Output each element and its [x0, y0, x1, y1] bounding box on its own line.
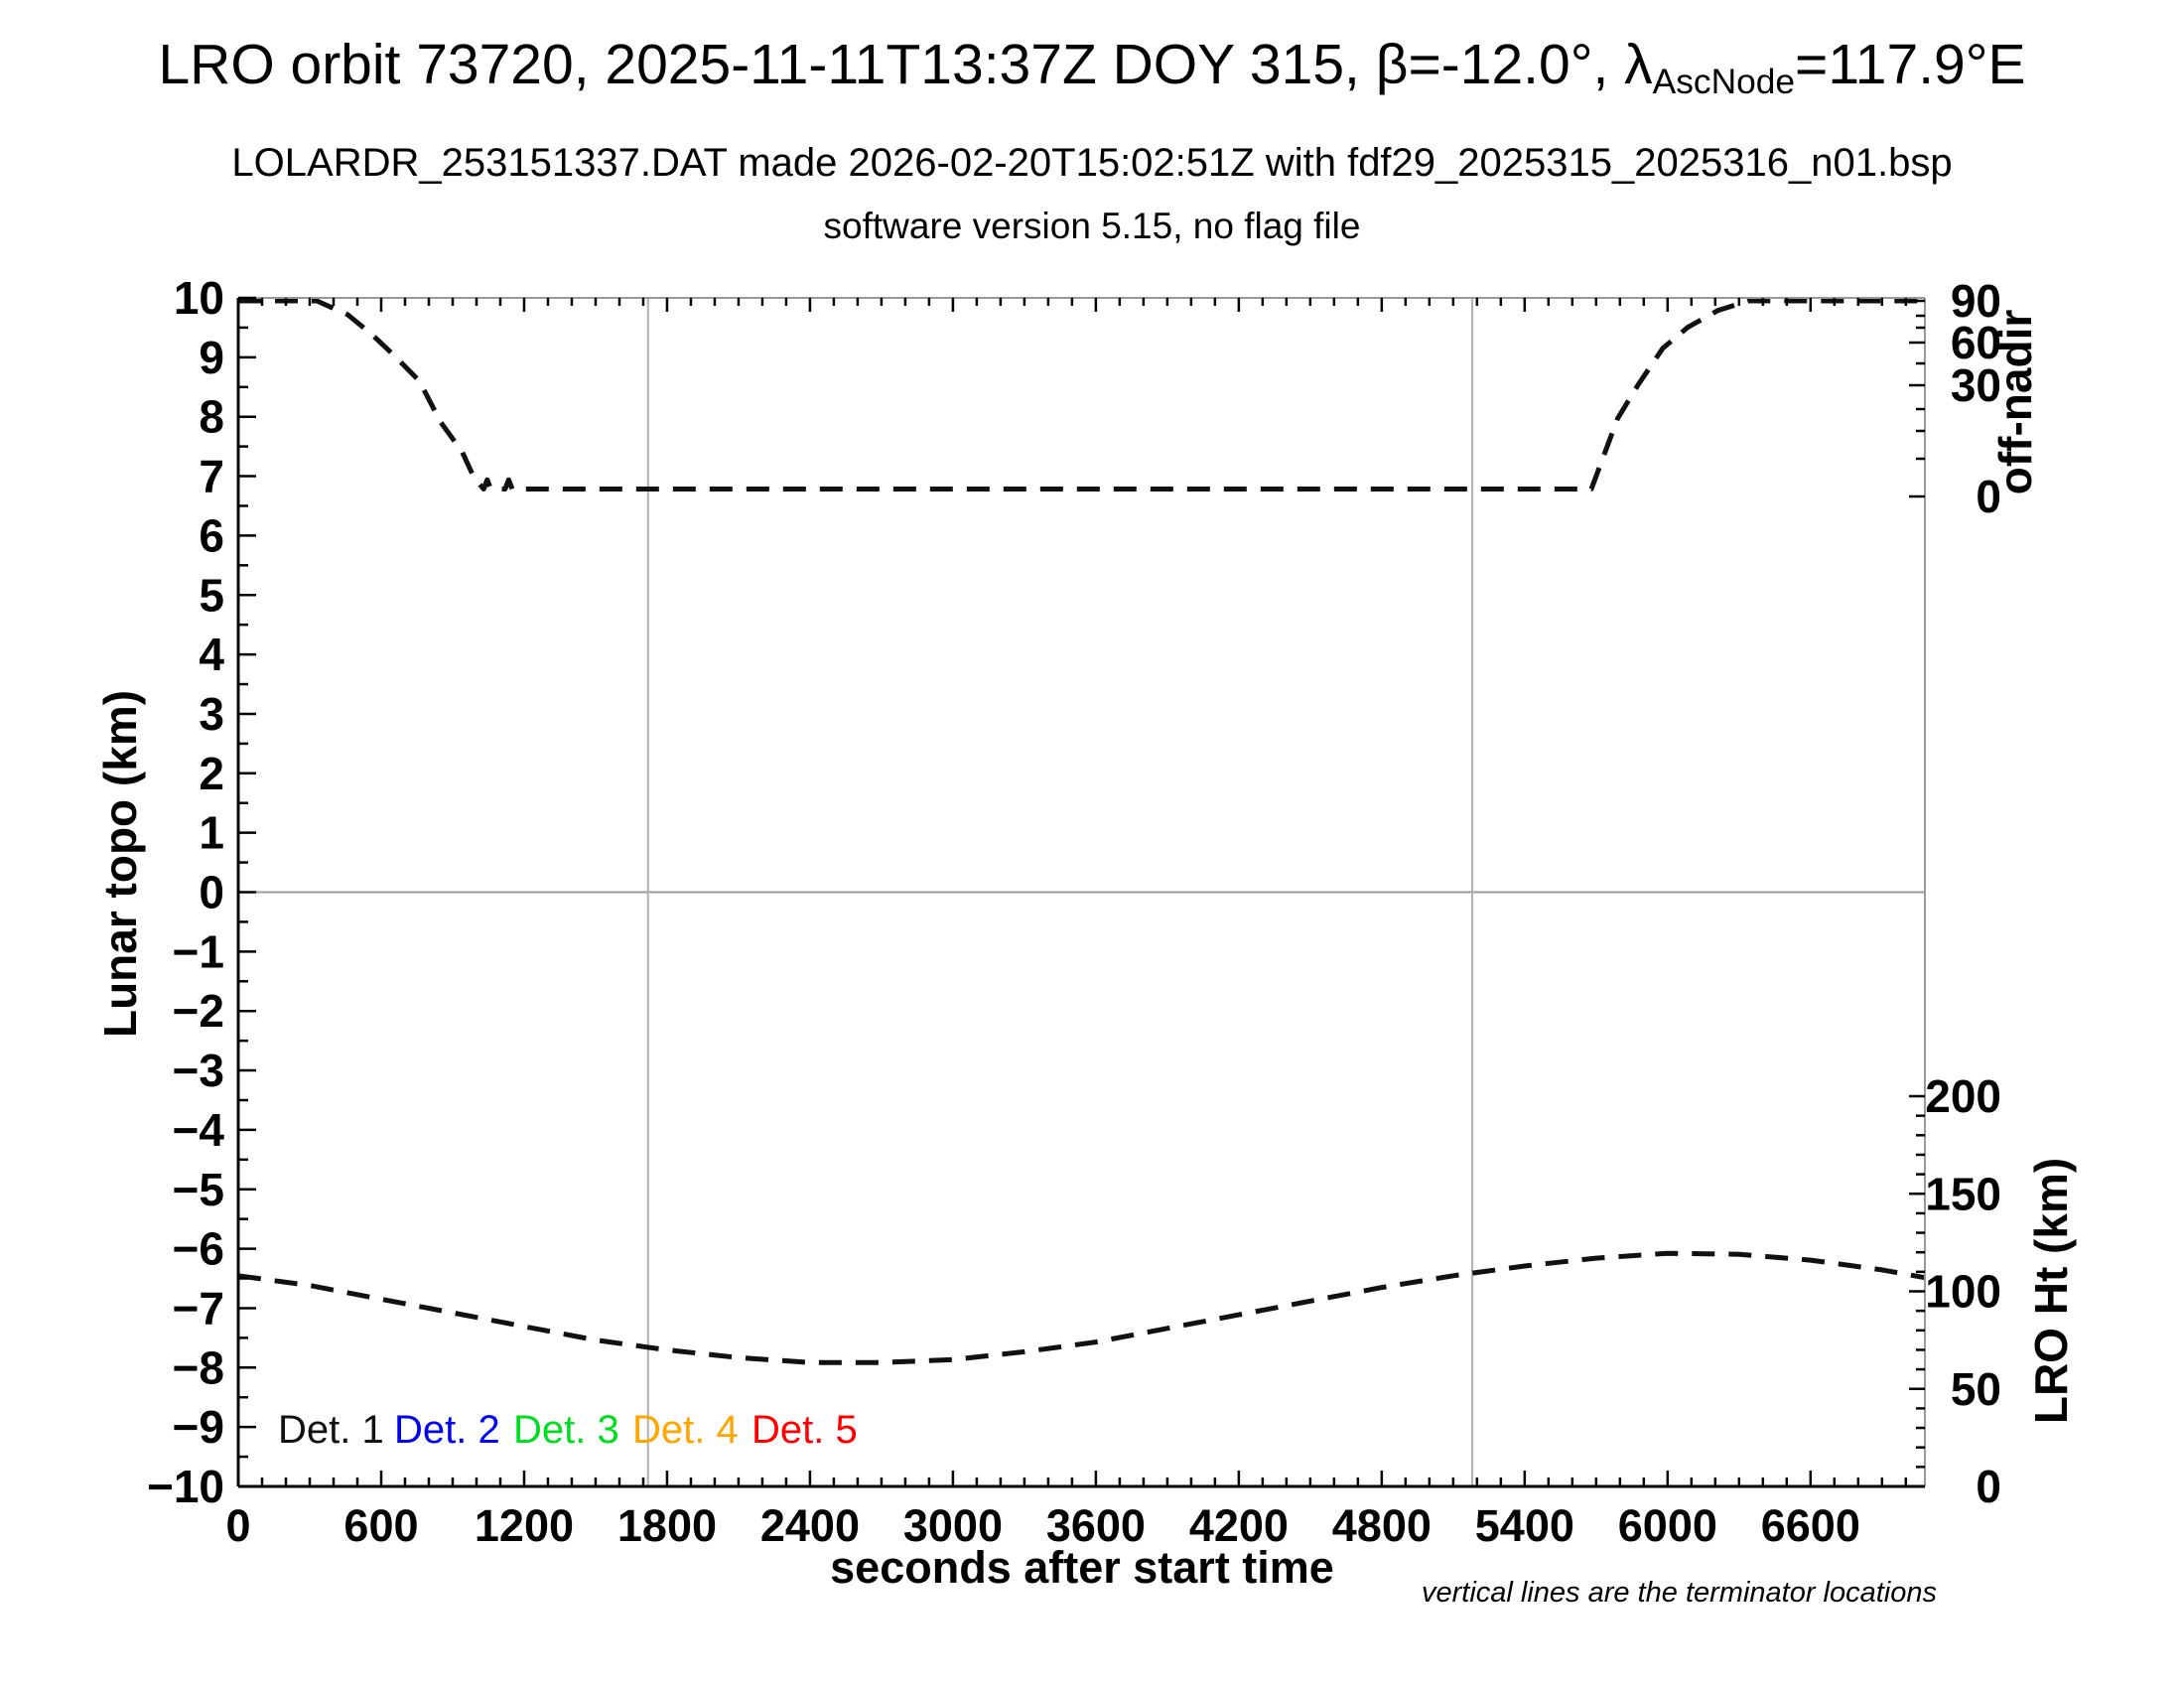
left-tick-label: 3: [199, 688, 224, 740]
offnadir-tick-label: 90: [1951, 275, 2001, 327]
left-tick-label: 10: [174, 272, 224, 324]
offnadir-axis-title: off-nadir: [1989, 310, 2041, 495]
lroht-tick-label: 50: [1951, 1363, 2001, 1415]
legend-item-det1: Det. 1: [278, 1408, 384, 1452]
x-tick-label: 4200: [1189, 1500, 1289, 1551]
left-tick-label: −10: [147, 1461, 224, 1512]
left-tick-label: 9: [199, 332, 224, 383]
left-axis-title-text: Lunar topo (km): [94, 690, 146, 1038]
x-tick-label: 2400: [760, 1500, 860, 1551]
left-tick-label: −8: [173, 1341, 224, 1393]
legend-item-det5: Det. 5: [751, 1408, 858, 1452]
x-tick-label: 1200: [475, 1500, 574, 1551]
chart-title-main: LRO orbit 73720, 2025-11-11T13:37Z DOY 3…: [158, 33, 1653, 96]
left-tick-label: 6: [199, 509, 224, 561]
lroht-axis-title: LRO Ht (km): [2025, 1158, 2077, 1424]
chart-title-subscript: AscNode: [1652, 62, 1796, 101]
x-tick-label: 5400: [1475, 1500, 1574, 1551]
offnadir-tick-label: 0: [1976, 471, 2001, 522]
left-tick-label: −7: [173, 1282, 224, 1334]
lroht-tick-label: 100: [1925, 1266, 2001, 1318]
x-tick-label: 4800: [1332, 1500, 1432, 1551]
lroht-tick-label: 150: [1925, 1168, 2001, 1219]
off-nadir-curve: [238, 298, 1925, 492]
chart-subtitle-file: LOLARDR_253151337.DAT made 2026-02-20T15…: [231, 141, 1953, 185]
legend-item-det4: Det. 4: [632, 1408, 739, 1452]
left-axis-title: Lunar topo (km): [94, 690, 146, 1038]
legend-item-det3: Det. 3: [513, 1408, 619, 1452]
left-tick-label: 5: [199, 569, 224, 621]
left-tick-label: 1: [199, 807, 224, 859]
left-tick-label: 7: [199, 451, 224, 502]
x-tick-label: 6000: [1618, 1500, 1717, 1551]
chart-subtitle-version: software version 5.15, no flag file: [823, 206, 1361, 246]
left-tick-label: −9: [173, 1401, 224, 1453]
left-tick-label: −2: [173, 985, 224, 1037]
left-tick-label: 4: [199, 629, 224, 680]
offnadir-tick-label: 30: [1951, 359, 2001, 411]
x-tick-label: 1800: [617, 1500, 717, 1551]
lro-height-curve: [237, 1250, 1926, 1365]
lroht-tick-label: 200: [1925, 1070, 2001, 1122]
x-axis-title: seconds after start time: [830, 1542, 1334, 1593]
lroht-axis-title-text: LRO Ht (km): [2025, 1158, 2077, 1424]
x-tick-label: 3000: [903, 1500, 1003, 1551]
legend-item-det2: Det. 2: [394, 1408, 500, 1452]
left-tick-label: −1: [173, 925, 224, 977]
lroht-tick-label: 0: [1976, 1461, 2001, 1512]
left-tick-label: −6: [173, 1223, 224, 1275]
x-tick-label: 600: [343, 1500, 418, 1551]
x-tick-label: 3600: [1046, 1500, 1146, 1551]
offnadir-tick-label: 60: [1951, 317, 2001, 368]
chart-title-suffix: =117.9°E: [1795, 33, 2026, 96]
chart-title: LRO orbit 73720, 2025-11-11T13:37Z DOY 3…: [0, 32, 2184, 102]
left-tick-label: −5: [173, 1164, 224, 1215]
left-tick-label: −4: [173, 1104, 225, 1156]
x-tick-label: 0: [225, 1500, 250, 1551]
left-tick-label: 8: [199, 391, 224, 443]
terminator-note: vertical lines are the terminator locati…: [1421, 1577, 1937, 1609]
left-tick-label: −3: [173, 1045, 224, 1096]
x-tick-label: 6600: [1761, 1500, 1860, 1551]
left-tick-label: 2: [199, 748, 224, 799]
offnadir-axis-title-text: off-nadir: [1989, 310, 2041, 495]
left-tick-label: 0: [199, 867, 224, 918]
